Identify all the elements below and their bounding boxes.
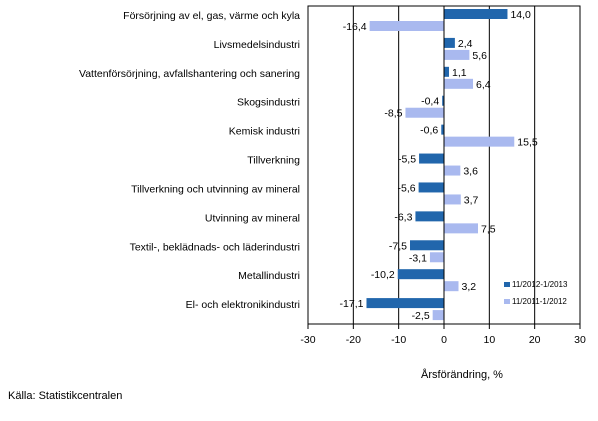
data-label: -16,4 — [343, 21, 367, 33]
bar-series-2013 — [442, 95, 444, 106]
data-label: 3,7 — [464, 194, 479, 206]
bar-series-2012 — [444, 281, 459, 292]
bar-series-2012 — [444, 136, 515, 147]
category-label: Utvinning av mineral — [205, 212, 300, 224]
x-tick-label: -10 — [391, 334, 406, 346]
category-label: Försörjning av el, gas, värme och kyla — [123, 10, 300, 22]
legend-swatch — [504, 282, 510, 287]
bar-series-2013 — [415, 211, 444, 222]
x-tick-label: -30 — [300, 334, 315, 346]
x-tick-label: 20 — [529, 334, 541, 346]
data-label: -5,5 — [398, 154, 416, 166]
x-axis-ticks: -30 -20 -10 0 10 20 30 — [300, 324, 586, 346]
data-label: 2,4 — [458, 38, 473, 50]
data-label: 1,1 — [452, 67, 467, 79]
data-label: -10,2 — [371, 269, 395, 281]
bar-series-2012 — [444, 223, 478, 234]
data-label: -5,6 — [398, 182, 416, 194]
data-label: -0,6 — [420, 125, 438, 137]
bar-series-2012 — [444, 78, 474, 89]
category-label: Kemisk industri — [229, 126, 300, 138]
x-tick-label: 10 — [483, 334, 495, 346]
data-label: 7,5 — [481, 223, 496, 235]
category-label: Livsmedelsindustri — [214, 39, 300, 51]
bar-series-2013 — [397, 269, 444, 280]
data-label: -7,5 — [389, 240, 407, 252]
data-label: 3,6 — [463, 166, 478, 178]
category-label: El- och elektronikindustri — [186, 299, 300, 311]
bar-series-2013 — [444, 37, 455, 48]
bar-series-2012 — [432, 310, 444, 321]
bar-series-2013 — [418, 182, 444, 193]
bar-series-2012 — [429, 252, 444, 263]
value-labels: 14,0 -16,4 2,45,6 1,1 6,4 -0,4 -8,5 -0,6 15,5 -5,… — [340, 9, 538, 322]
category-label: Textil-, beklädnads- och läderindustri — [130, 241, 300, 253]
data-label: -0,4 — [421, 96, 439, 108]
data-label: 3,2 — [462, 281, 477, 293]
source-note: Källa: Statistikcentralen — [8, 390, 122, 402]
legend-swatch — [504, 299, 510, 304]
category-label: Metallindustri — [238, 270, 300, 282]
bar-series-2013 — [419, 153, 444, 164]
bar-series-2012 — [444, 194, 461, 205]
category-labels: Försörjning av el, gas, värme och kyla Li… — [79, 10, 300, 311]
data-label: -8,5 — [384, 108, 402, 120]
legend-label: 11/2011-1/2012 — [512, 297, 567, 306]
data-label: 14,0 — [510, 9, 531, 21]
data-label: -6,3 — [394, 211, 412, 223]
data-label: -17,1 — [340, 298, 364, 310]
bar-series-2013 — [444, 66, 449, 77]
data-label: 5,6 — [472, 50, 487, 62]
data-label: -2,5 — [412, 310, 430, 322]
category-label: Tillverkning — [247, 155, 300, 167]
data-label: 6,4 — [476, 79, 491, 91]
x-tick-label: 30 — [574, 334, 586, 346]
category-label: Skogsindustri — [237, 97, 300, 109]
category-label: Vattenförsörjning, avfallshantering och … — [79, 68, 300, 80]
bar-series-2012 — [444, 49, 470, 60]
bar-series-2013 — [444, 9, 508, 19]
category-label: Tillverkning och utvinning av mineral — [131, 183, 300, 195]
legend-label: 11/2012-1/2013 — [512, 280, 568, 289]
legend: 11/2012-1/2013 11/2011-1/2012 — [504, 280, 568, 306]
bar-series-2012 — [405, 107, 444, 118]
bars — [366, 9, 515, 321]
x-axis-label: Årsförändring, % — [421, 368, 503, 381]
x-tick-label: -20 — [346, 334, 361, 346]
bar-series-2013 — [366, 298, 444, 309]
bar-series-2012 — [369, 21, 444, 31]
bar-series-2012 — [444, 165, 461, 176]
data-label: -3,1 — [409, 252, 427, 264]
data-label: 15,5 — [517, 137, 538, 149]
bar-series-2013 — [441, 124, 444, 135]
bar-series-2013 — [410, 240, 444, 251]
x-tick-label: 0 — [441, 334, 447, 346]
